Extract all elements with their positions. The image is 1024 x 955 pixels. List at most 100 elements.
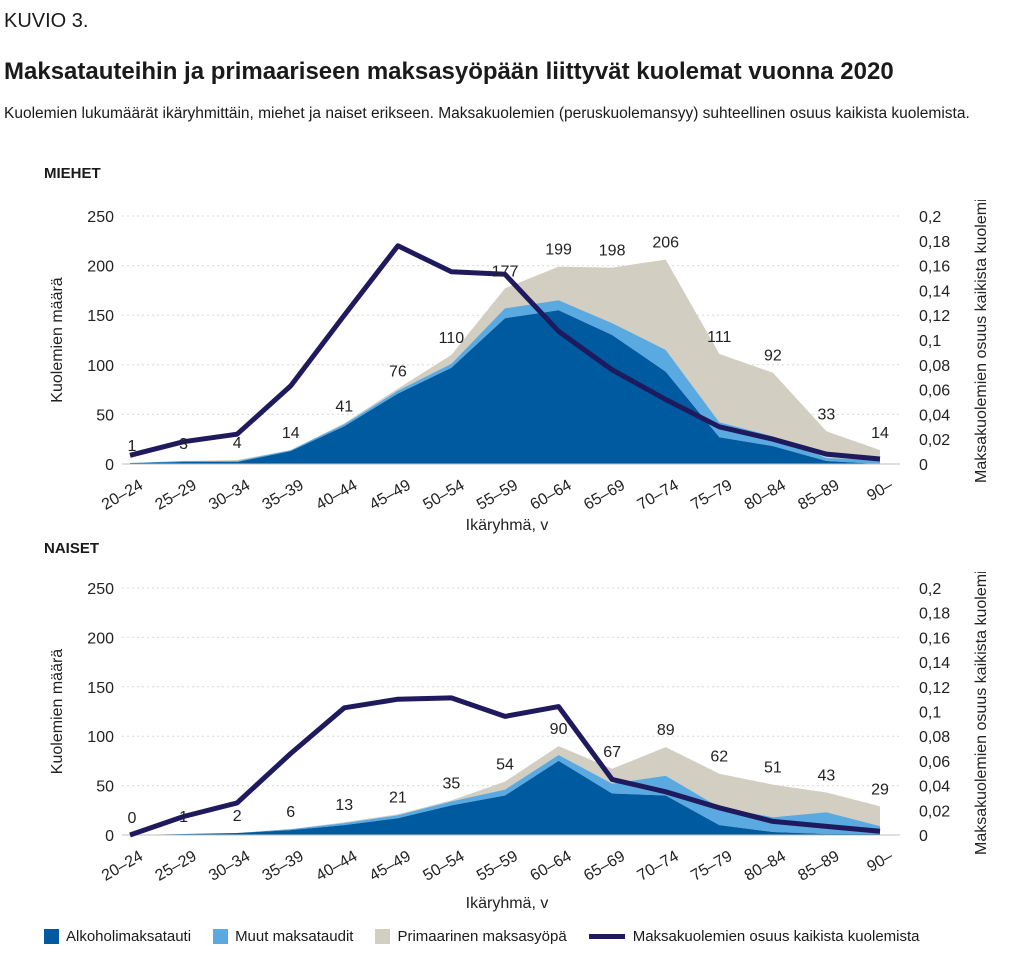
y-tick-label: 100 [87, 358, 114, 375]
y-tick-label: 0 [105, 828, 114, 845]
y2-tick-label: 0 [919, 457, 928, 474]
y2-tick-label: 0,04 [919, 779, 950, 796]
data-label-total: 35 [443, 775, 461, 792]
y2-tick-label: 0,14 [919, 655, 950, 672]
y-axis-title: Kuolemien määrä [49, 277, 66, 403]
y-tick-label: 200 [87, 630, 114, 647]
men-chart: 0 50 100 150 200 250 0 0,02 0,04 0,06 0,08 0,1 0,12 0… [49, 200, 990, 534]
y2-tick-label: 0,14 [919, 283, 950, 300]
data-label-total: 1 [179, 809, 188, 826]
legend-label-other: Muut maksataudit [235, 928, 354, 945]
x-tick-label: 60–64 [528, 848, 575, 885]
data-label-total: 177 [492, 263, 519, 280]
y-tick-label: 100 [87, 729, 114, 746]
y2-tick-label: 0,08 [919, 358, 950, 375]
x-tick-label: 75–79 [688, 477, 735, 514]
y2-tick-label: 0,2 [919, 581, 941, 598]
y2-tick-label: 0,12 [919, 680, 950, 697]
data-label-total: 3 [179, 436, 188, 453]
data-label-total: 90 [550, 721, 568, 738]
legend: Alkoholimaksatauti Muut maksataudit Prim… [44, 928, 942, 945]
data-label-total: 198 [599, 243, 626, 260]
area-alcoholic-liver-disease [130, 310, 880, 464]
y-tick-label: 150 [87, 680, 114, 697]
x-tick-label: 90– [864, 477, 896, 505]
data-label-total: 92 [764, 348, 782, 365]
x-tick-label: 35–39 [260, 848, 307, 885]
x-tick-label: 55–59 [474, 477, 521, 514]
x-tick-label: 45–49 [367, 477, 414, 514]
x-tick-label: 70–74 [635, 848, 682, 885]
y-tick-label: 150 [87, 308, 114, 325]
x-tick-label: 35–39 [260, 477, 307, 514]
area-other-liver-diseases [130, 755, 880, 835]
legend-label-share: Maksakuolemien osuus kaikista kuolemista [632, 928, 920, 945]
x-axis-title: Ikäryhmä, v [466, 895, 549, 912]
x-tick-label: 50–54 [420, 848, 467, 885]
x-tick-label: 60–64 [528, 477, 575, 514]
y-tick-label: 200 [87, 259, 114, 276]
data-label-total: 54 [496, 757, 514, 774]
area-primary-liver-cancer [130, 259, 880, 463]
legend-swatch-share [588, 934, 625, 939]
data-label-total: 89 [657, 722, 675, 739]
data-label-total: 14 [871, 425, 889, 442]
legend-label-alcohol: Alkoholimaksatauti [66, 928, 192, 945]
data-label-total: 41 [335, 398, 353, 415]
y2-tick-label: 0,16 [919, 630, 950, 647]
area-alcoholic-liver-disease [130, 760, 880, 835]
line-liver-death-share [129, 243, 881, 462]
data-label-total: 6 [286, 804, 295, 821]
y2-tick-label: 0,2 [919, 209, 941, 226]
x-tick-label: 30–34 [206, 848, 253, 885]
x-tick-label: 85–89 [795, 477, 842, 514]
x-tick-label: 75–79 [688, 848, 735, 885]
x-tick-label: 80–84 [742, 477, 789, 514]
y-tick-label: 50 [96, 407, 114, 424]
y-tick-label: 0 [105, 457, 114, 474]
data-label-total: 1 [128, 438, 137, 455]
x-tick-label: 40–44 [313, 848, 360, 885]
y2-tick-label: 0,12 [919, 308, 950, 325]
y2-tick-label: 0,16 [919, 259, 950, 276]
x-tick-label: 25–29 [153, 477, 200, 514]
data-label-total: 111 [707, 329, 731, 346]
data-label-total: 0 [128, 810, 137, 827]
x-tick-label: 65–69 [581, 848, 628, 885]
data-label-total: 2 [233, 808, 242, 825]
x-tick-label: 55–59 [474, 848, 521, 885]
data-label-total: 21 [389, 789, 407, 806]
panel-label-men: MIEHET [44, 165, 101, 182]
figure-label: KUVIO 3. [4, 10, 89, 32]
y2-tick-label: 0,08 [919, 729, 950, 746]
data-label-total: 199 [545, 242, 572, 259]
line-liver-death-share [129, 695, 881, 838]
y-tick-label: 50 [96, 779, 114, 796]
y2-axis-title: Maksakuolemien osuus kaikista kuolemista [973, 572, 990, 855]
x-tick-label: 20–24 [99, 477, 146, 514]
y2-tick-label: 0,18 [919, 234, 950, 251]
y2-tick-label: 0,06 [919, 383, 950, 400]
legend-label-cancer: Primaarinen maksasyöpä [397, 928, 567, 945]
x-tick-label: 80–84 [742, 848, 789, 885]
x-tick-label: 25–29 [153, 848, 200, 885]
x-tick-label: 70–74 [635, 477, 682, 514]
x-tick-label: 65–69 [581, 477, 628, 514]
data-label-total: 110 [439, 330, 465, 347]
legend-swatch-other [213, 929, 229, 944]
x-tick-label: 20–24 [99, 848, 146, 885]
legend-swatch-cancer [375, 929, 391, 944]
y2-tick-label: 0,1 [919, 333, 941, 350]
chart-subtitle: Kuolemien lukumäärät ikäryhmittäin, mieh… [4, 105, 970, 122]
legend-item-other: Muut maksataudit [213, 928, 353, 945]
chart-title: Maksatauteihin ja primaariseen maksasyöp… [4, 58, 894, 85]
data-label-total: 43 [818, 768, 836, 785]
y2-tick-label: 0 [919, 828, 928, 845]
legend-swatch-alcohol [44, 929, 59, 944]
y2-tick-label: 0,02 [919, 432, 950, 449]
y2-tick-label: 0,1 [919, 705, 941, 722]
legend-item-alcohol: Alkoholimaksatauti [44, 928, 191, 945]
y2-tick-label: 0,06 [919, 754, 950, 771]
data-label-total: 76 [389, 364, 407, 381]
y2-axis-title: Maksakuolemien osuus kaikista kuolemista [973, 200, 990, 483]
